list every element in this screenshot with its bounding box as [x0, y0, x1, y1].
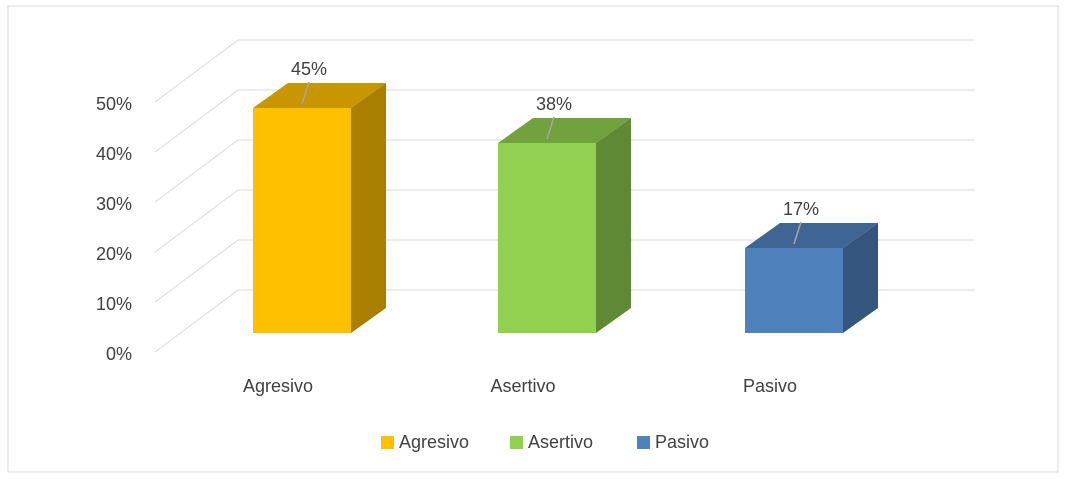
bar-side: [843, 223, 878, 333]
bar-top: [498, 118, 631, 143]
bar: [253, 108, 351, 333]
bar-side: [351, 83, 386, 333]
grid-line: [154, 139, 239, 203]
legend-swatch: [381, 436, 394, 449]
y-tick-label: 0%: [106, 344, 132, 364]
grid-line: [154, 89, 239, 153]
x-tick-label: Asertivo: [490, 376, 555, 396]
x-tick-label: Pasivo: [743, 376, 797, 396]
legend-label: Asertivo: [528, 432, 593, 452]
grid-line: [154, 39, 239, 103]
y-tick-label: 10%: [96, 294, 132, 314]
bar: [498, 143, 596, 333]
bar-top: [745, 223, 878, 248]
grid-line: [154, 189, 239, 253]
y-tick-label: 20%: [96, 244, 132, 264]
x-tick-label: Agresivo: [243, 376, 313, 396]
data-label: 17%: [783, 199, 819, 219]
leader-line: [546, 116, 555, 140]
bar-top: [253, 83, 386, 108]
legend-label: Pasivo: [655, 432, 709, 452]
bar: [745, 248, 843, 333]
grid-line: [154, 239, 239, 303]
y-tick-label: 40%: [96, 144, 132, 164]
leader-line: [301, 81, 310, 105]
grid-line: [154, 289, 239, 353]
y-tick-label: 50%: [96, 94, 132, 114]
legend-swatch: [510, 436, 523, 449]
legend-swatch: [637, 436, 650, 449]
bar-side: [596, 118, 631, 333]
y-tick-label: 30%: [96, 194, 132, 214]
leader-line: [793, 221, 802, 245]
legend-label: Agresivo: [399, 432, 469, 452]
data-label: 38%: [536, 94, 572, 114]
data-label: 45%: [291, 59, 327, 79]
